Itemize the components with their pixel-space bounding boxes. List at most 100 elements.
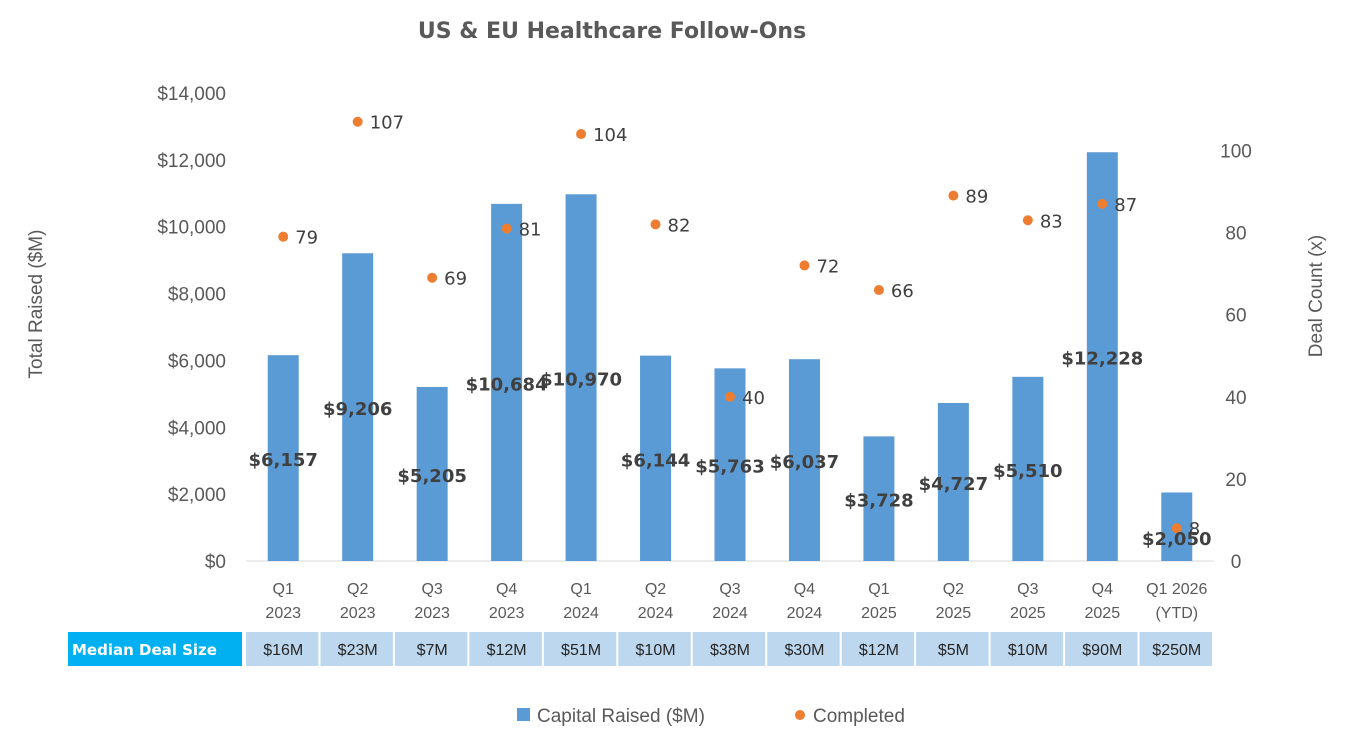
x-tick-label: Q4 bbox=[794, 581, 815, 598]
y-tick-label: $0 bbox=[205, 552, 226, 573]
scatter-point bbox=[1022, 215, 1033, 226]
table-cell bbox=[1065, 632, 1138, 666]
table-cell-value: $10M bbox=[636, 642, 676, 659]
x-tick-label: 2023 bbox=[340, 605, 376, 622]
x-tick-label: 2025 bbox=[936, 605, 972, 622]
bar-value-label: $2,050 bbox=[1142, 529, 1211, 550]
bar bbox=[342, 253, 374, 561]
table-cell bbox=[394, 632, 468, 666]
scatter-point bbox=[427, 272, 438, 283]
bar-value-label: $9,206 bbox=[323, 399, 392, 420]
y2-tick-label: 100 bbox=[1220, 141, 1252, 162]
x-tick-label: Q4 bbox=[496, 581, 517, 598]
scatter-point bbox=[725, 391, 735, 402]
scatter-point bbox=[650, 219, 661, 230]
bar-value-label: $5,205 bbox=[397, 466, 466, 487]
scatter-value-label: 87 bbox=[1114, 195, 1137, 216]
scatter-value-label: 107 bbox=[370, 113, 404, 134]
table-cell-value: $250M bbox=[1152, 642, 1201, 659]
y2-tick-label: 40 bbox=[1225, 388, 1246, 409]
y2-axis-ticks: 0 20 40 60 80 100 bbox=[1220, 141, 1252, 573]
scatter-value-label: 89 bbox=[965, 187, 988, 208]
table-cell-value: $90M bbox=[1082, 642, 1122, 659]
scatter-point bbox=[1097, 198, 1108, 209]
scatter-point bbox=[352, 116, 363, 127]
bar bbox=[267, 355, 299, 561]
bar bbox=[640, 355, 672, 561]
table-cell-value: $51M bbox=[561, 642, 601, 659]
y-axis-title: Total Raised ($M) bbox=[26, 230, 47, 379]
legend-bar-swatch bbox=[517, 708, 530, 721]
scatter-value-label: 66 bbox=[891, 281, 914, 302]
scatter-point bbox=[278, 231, 289, 242]
legend-item-label: Completed bbox=[813, 706, 905, 727]
scatter-data-labels: 79 107 69 81 104 82 40 72 66 89 83 87 8 bbox=[295, 113, 1200, 540]
table-cell bbox=[1139, 632, 1212, 666]
table-cell bbox=[320, 632, 393, 666]
bar-value-label: $6,144 bbox=[621, 450, 690, 471]
table-cell-value: $10M bbox=[1008, 642, 1048, 659]
bar bbox=[565, 194, 597, 561]
bar-value-label: $5,763 bbox=[695, 457, 764, 478]
scatter-value-label: 83 bbox=[1040, 211, 1063, 232]
table-cell bbox=[990, 632, 1064, 666]
y2-tick-label: 20 bbox=[1225, 470, 1246, 491]
table-cell bbox=[841, 632, 915, 666]
bar-value-label: $10,684 bbox=[466, 374, 548, 395]
x-tick-label: (YTD) bbox=[1155, 605, 1198, 622]
scatter-value-label: 79 bbox=[295, 228, 318, 249]
bar-value-label: $5,510 bbox=[993, 461, 1062, 482]
table-cell bbox=[543, 632, 617, 666]
x-tick-label: Q2 bbox=[943, 581, 964, 598]
y-tick-label: $2,000 bbox=[168, 485, 226, 506]
x-tick-label: 2024 bbox=[712, 605, 748, 622]
table-header-cell bbox=[68, 632, 242, 666]
x-tick-label: 2025 bbox=[861, 605, 897, 622]
x-tick-label: Q1 bbox=[273, 581, 294, 598]
table-cell bbox=[767, 632, 840, 666]
table-cell bbox=[692, 632, 766, 666]
bar-series bbox=[267, 152, 1193, 562]
scatter-value-label: 104 bbox=[593, 125, 627, 146]
bar-value-label: $4,727 bbox=[919, 474, 988, 495]
x-tick-label: 2024 bbox=[563, 605, 599, 622]
y2-tick-label: 60 bbox=[1225, 306, 1246, 327]
x-tick-label: 2025 bbox=[1085, 605, 1121, 622]
scatter-point bbox=[873, 285, 884, 296]
table-cell-value: $12M bbox=[859, 642, 899, 659]
median-deal-size-table: Median Deal Size $16M $23M $7M $12M $51M $10M $… bbox=[68, 632, 1212, 666]
scatter-point bbox=[501, 223, 512, 234]
x-axis-ticks: Q1 2023 Q2 2023 Q3 2023 Q4 2023 Q1 2024 Q2 2024 Q3 20… bbox=[265, 581, 1207, 622]
bar bbox=[491, 203, 523, 562]
scatter-value-label: 40 bbox=[742, 388, 765, 409]
bar-value-label: $10,970 bbox=[540, 370, 622, 391]
y-tick-label: $14,000 bbox=[157, 84, 226, 105]
x-tick-label: Q3 bbox=[1017, 581, 1038, 598]
scatter-value-label: 72 bbox=[816, 256, 839, 277]
x-tick-label: Q3 bbox=[421, 581, 442, 598]
y2-tick-label: 80 bbox=[1225, 224, 1246, 245]
table-cell-value: $38M bbox=[710, 642, 750, 659]
legend-dot-swatch bbox=[795, 710, 805, 720]
bar bbox=[863, 436, 895, 561]
table-cell-value: $23M bbox=[338, 642, 378, 659]
table-cell bbox=[246, 632, 319, 666]
bar-value-label: $3,728 bbox=[844, 491, 913, 512]
x-tick-label: Q3 bbox=[719, 581, 740, 598]
bar bbox=[416, 387, 448, 561]
bar bbox=[1012, 376, 1044, 561]
bar bbox=[937, 402, 969, 561]
bar-value-label: $12,228 bbox=[1061, 349, 1143, 370]
table-cell bbox=[469, 632, 542, 666]
bar-data-labels: $6,157$9,206$5,205$10,684$10,970$6,144 $5… bbox=[248, 349, 1211, 550]
y-tick-label: $4,000 bbox=[168, 418, 226, 439]
x-tick-label: Q2 bbox=[645, 581, 666, 598]
x-tick-label: Q1 2026 bbox=[1146, 581, 1207, 598]
scatter-value-label: 82 bbox=[668, 215, 691, 236]
x-tick-label: Q1 bbox=[570, 581, 591, 598]
table-cell-value: $30M bbox=[784, 642, 824, 659]
y-tick-label: $6,000 bbox=[168, 351, 226, 372]
table-header-label: Median Deal Size bbox=[72, 641, 217, 659]
